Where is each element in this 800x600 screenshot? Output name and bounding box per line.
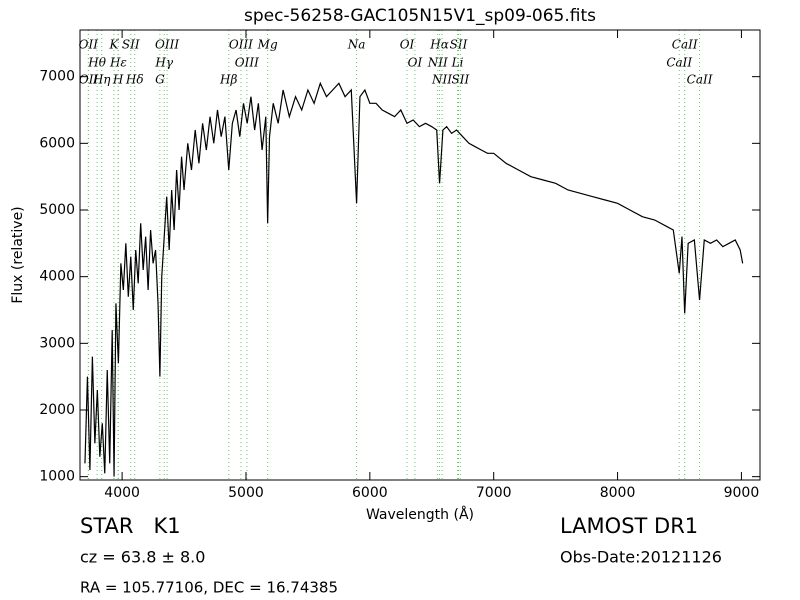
- spectral-line-label: OII: [79, 38, 99, 52]
- spectral-line-label: SII: [122, 38, 140, 52]
- spectrum-line: [84, 81, 744, 477]
- y-tick-label: 7000: [39, 69, 75, 85]
- coordinates: RA = 105.77106, DEC = 16.74385: [80, 579, 338, 597]
- y-axis-label: Flux (relative): [10, 206, 26, 303]
- spectral-line-label: CaII: [672, 38, 698, 52]
- spectral-line-label: SII: [450, 38, 468, 52]
- spectral-line-label: OI: [408, 56, 423, 70]
- survey: LAMOST DR1: [560, 514, 698, 538]
- y-tick-label: 1000: [39, 469, 75, 485]
- spectral-line-label: H: [112, 73, 124, 87]
- x-tick-label: 9000: [724, 485, 760, 501]
- spectral-line-label: NII: [431, 73, 452, 87]
- spectral-line-label: G: [155, 73, 165, 87]
- y-tick-label: 6000: [39, 135, 75, 151]
- spectral-line-label: NII: [427, 56, 448, 70]
- y-tick-label: 5000: [39, 202, 75, 218]
- object-class: STAR K1: [80, 514, 181, 538]
- spectral-line-label: CaII: [687, 73, 713, 87]
- spectral-line-label: Hθ: [87, 56, 106, 70]
- spectral-line-label: OIII: [155, 38, 179, 52]
- spectral-line-label: Mg: [257, 38, 278, 52]
- spectral-line-label: Na: [347, 38, 366, 52]
- x-tick-label: 7000: [476, 485, 512, 501]
- spectral-line-label: OI: [400, 38, 415, 52]
- x-tick-label: 4000: [104, 485, 140, 501]
- x-tick-label: 6000: [352, 485, 388, 501]
- spectral-line-label: Hδ: [125, 73, 144, 87]
- x-tick-label: 5000: [228, 485, 264, 501]
- spectral-line-label: Hγ: [154, 56, 173, 70]
- x-tick-label: 8000: [600, 485, 636, 501]
- chart-title: spec-56258-GAC105N15V1_sp09-065.fits: [244, 6, 596, 26]
- y-tick-label: 4000: [39, 269, 75, 285]
- spectral-line-label: OIII: [229, 38, 253, 52]
- spectral-line-label: K: [108, 38, 119, 52]
- spectral-line-label: OII: [79, 73, 99, 87]
- spectral-line-label: Hα: [429, 38, 449, 52]
- redshift: cz = 63.8 ± 8.0: [80, 548, 205, 567]
- spectral-line-label: Hη: [92, 73, 111, 87]
- spectral-line-label: OIII: [235, 56, 259, 70]
- x-axis-label: Wavelength (Å): [366, 506, 474, 523]
- y-tick-label: 2000: [39, 402, 75, 418]
- spectral-line-label: Li: [451, 56, 464, 70]
- obs-date: Obs-Date:20121126: [560, 548, 722, 567]
- spectrum-group: [84, 81, 744, 477]
- spectral-line-label: SII: [452, 73, 470, 87]
- y-tick-label: 3000: [39, 335, 75, 351]
- plot-frame: [79, 29, 761, 481]
- spectral-line-label: CaII: [666, 56, 692, 70]
- spectral-line-label: Hβ: [219, 73, 237, 87]
